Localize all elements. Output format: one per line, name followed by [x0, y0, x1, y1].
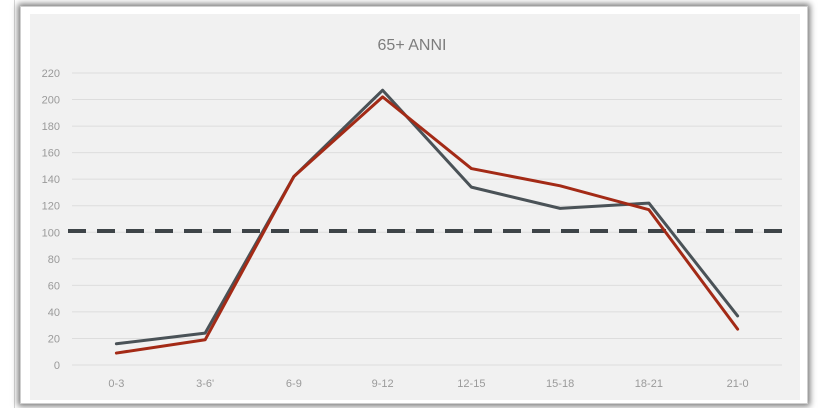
y-tick-label: 120: [42, 201, 60, 213]
y-tick-label: 160: [42, 148, 60, 160]
data-point: [115, 351, 118, 355]
data-point: [470, 167, 473, 170]
data-point: [115, 342, 118, 345]
x-tick-label: 0-3: [108, 378, 124, 390]
x-tick-label: 21-0: [727, 378, 749, 390]
series-group: [114, 88, 740, 355]
y-tick-label: 100: [42, 227, 60, 239]
data-point: [647, 208, 651, 211]
data-point: [470, 185, 473, 189]
y-tick-label: 40: [48, 307, 60, 319]
data-point: [736, 327, 739, 331]
y-tick-label: 60: [48, 280, 60, 292]
y-tick-label: 0: [54, 360, 60, 372]
x-tick-label: 15-18: [546, 378, 574, 390]
y-tick-label: 20: [48, 333, 60, 345]
y-axis-ticks: 0 20 40 60 80 100 120 140 160 180 200 220: [42, 68, 60, 372]
x-tick-label: 9-12: [372, 378, 394, 390]
y-tick-label: 200: [42, 95, 60, 107]
x-axis-ticks: 0-3 3-6' 6-9 9-12 12-15 15-18 18-21 21-0: [108, 378, 748, 390]
y-tick-label: 80: [48, 254, 60, 266]
left-edge-strip: [0, 0, 15, 408]
y-tick-label: 140: [42, 174, 60, 186]
data-point: [647, 201, 651, 205]
x-tick-label: 18-21: [635, 378, 663, 390]
chart-background: [30, 14, 800, 400]
x-tick-label: 3-6': [196, 378, 214, 390]
data-point: [203, 338, 207, 341]
data-point: [558, 184, 562, 188]
series-line-1: [114, 88, 740, 346]
y-tick-label: 180: [42, 121, 60, 133]
data-point: [558, 207, 562, 210]
data-point: [736, 314, 739, 318]
x-tick-label: 12-15: [457, 378, 485, 390]
grid-lines: [72, 72, 782, 366]
x-tick-label: 6-9: [286, 378, 302, 390]
data-point: [381, 89, 384, 92]
data-point: [381, 95, 384, 99]
series-line-2: [114, 95, 740, 355]
data-point: [292, 175, 296, 178]
y-tick-label: 220: [42, 68, 60, 80]
chart-title: 65+ ANNI: [378, 37, 447, 54]
data-point: [203, 331, 207, 335]
